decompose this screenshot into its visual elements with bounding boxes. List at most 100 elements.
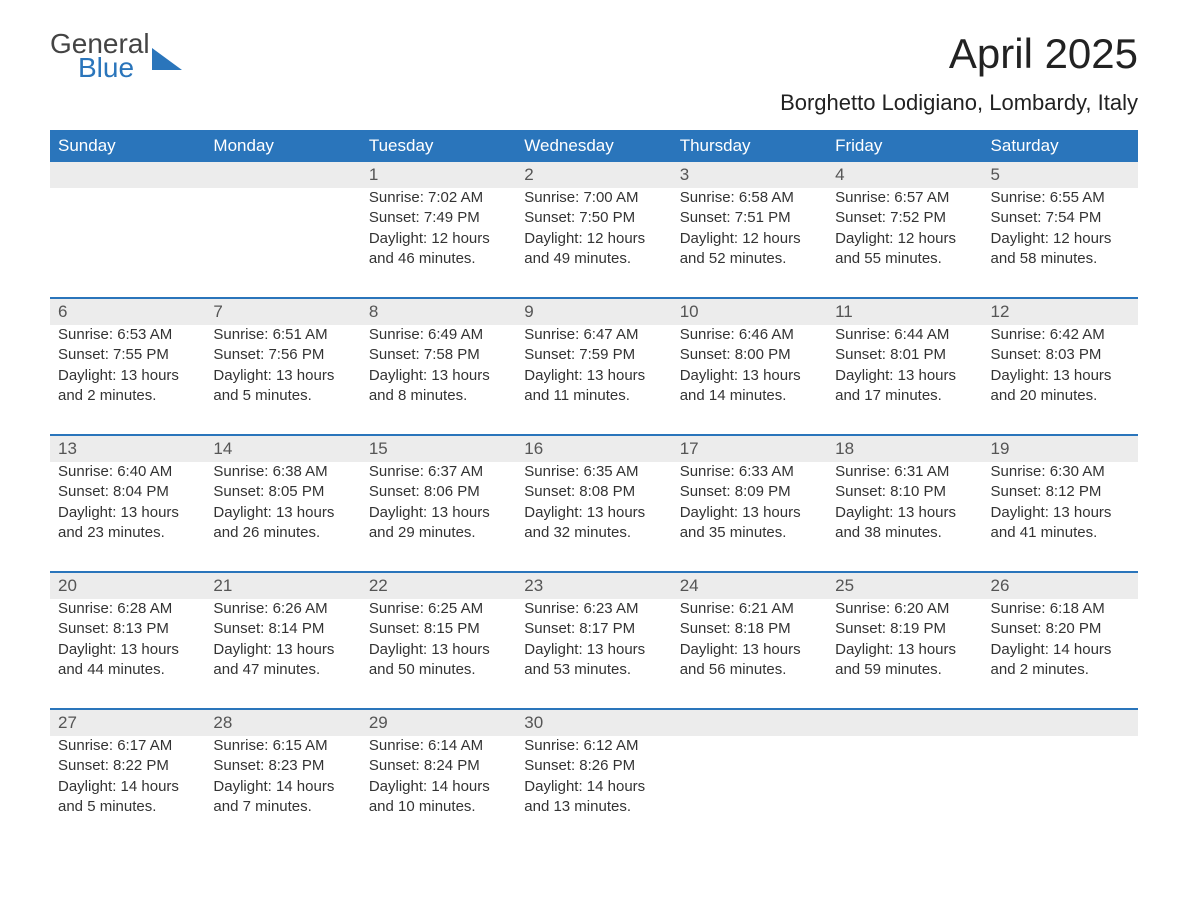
daylight-line-1: Daylight: 12 hours bbox=[991, 229, 1130, 249]
sunrise-line: Sunrise: 6:33 AM bbox=[680, 462, 819, 482]
sunrise-line: Sunrise: 6:58 AM bbox=[680, 188, 819, 208]
week-row: Sunrise: 6:28 AMSunset: 8:13 PM Daylight:… bbox=[50, 599, 1138, 709]
sunset-line: Sunset: 8:23 PM bbox=[213, 756, 352, 776]
daylight-line-1: Daylight: 13 hours bbox=[680, 503, 819, 523]
day-cell bbox=[50, 188, 205, 298]
weekday-header: Tuesday bbox=[361, 130, 516, 162]
daylight-line-1: Daylight: 12 hours bbox=[680, 229, 819, 249]
day-number: 30 bbox=[516, 709, 671, 736]
day-cell: Sunrise: 6:21 AMSunset: 8:18 PMDaylight:… bbox=[672, 599, 827, 709]
day-number: 20 bbox=[50, 572, 205, 599]
daylight-line-1: Daylight: 13 hours bbox=[524, 503, 663, 523]
day-cell: Sunrise: 6:23 AMSunset: 8:17 PMDaylight:… bbox=[516, 599, 671, 709]
weekday-header: Saturday bbox=[983, 130, 1138, 162]
day-number: 1 bbox=[361, 162, 516, 188]
week-row: Sunrise: 6:53 AMSunset: 7:55 PMDaylight:… bbox=[50, 325, 1138, 435]
sunrise-line: Sunrise: 6:55 AM bbox=[991, 188, 1130, 208]
daynum-row: 13141516171819 bbox=[50, 435, 1138, 462]
day-cell: Sunrise: 6:25 AMSunset: 8:15 PMDaylight:… bbox=[361, 599, 516, 709]
day-number: 10 bbox=[672, 298, 827, 325]
sunrise-line: Sunrise: 6:42 AM bbox=[991, 325, 1130, 345]
day-cell: Sunrise: 6:40 AMSunset: 8:04 PMDaylight:… bbox=[50, 462, 205, 572]
sunrise-line: Sunrise: 6:21 AM bbox=[680, 599, 819, 619]
sunrise-line: Sunrise: 6:25 AM bbox=[369, 599, 508, 619]
sunset-line: Sunset: 8:09 PM bbox=[680, 482, 819, 502]
daylight-line-2: and 47 minutes. bbox=[213, 660, 352, 680]
day-cell bbox=[827, 736, 982, 845]
daylight-line-2: and 50 minutes. bbox=[369, 660, 508, 680]
day-cell: Sunrise: 7:00 AMSunset: 7:50 PMDaylight:… bbox=[516, 188, 671, 298]
day-cell: Sunrise: 6:49 AMSunset: 7:58 PMDaylight:… bbox=[361, 325, 516, 435]
day-number: 18 bbox=[827, 435, 982, 462]
daynum-row: 20212223242526 bbox=[50, 572, 1138, 599]
daylight-line-1: Daylight: 13 hours bbox=[524, 366, 663, 386]
weekday-header: Wednesday bbox=[516, 130, 671, 162]
sunset-line: Sunset: 7:55 PM bbox=[58, 345, 197, 365]
day-number: 21 bbox=[205, 572, 360, 599]
daylight-line-1: Daylight: 12 hours bbox=[524, 229, 663, 249]
week-row: Sunrise: 6:17 AMSunset: 8:22 PMDaylight:… bbox=[50, 736, 1138, 845]
daynum-row: 12345 bbox=[50, 162, 1138, 188]
day-number: 27 bbox=[50, 709, 205, 736]
day-number: 24 bbox=[672, 572, 827, 599]
day-number: 16 bbox=[516, 435, 671, 462]
sunset-line: Sunset: 8:18 PM bbox=[680, 619, 819, 639]
day-cell: Sunrise: 6:12 AMSunset: 8:26 PMDaylight:… bbox=[516, 736, 671, 845]
day-cell: Sunrise: 6:35 AMSunset: 8:08 PMDaylight:… bbox=[516, 462, 671, 572]
sunset-line: Sunset: 8:03 PM bbox=[991, 345, 1130, 365]
day-number: 25 bbox=[827, 572, 982, 599]
sunrise-line: Sunrise: 6:30 AM bbox=[991, 462, 1130, 482]
daynum-row: 6789101112 bbox=[50, 298, 1138, 325]
daylight-line-1: Daylight: 13 hours bbox=[213, 503, 352, 523]
day-cell: Sunrise: 6:15 AMSunset: 8:23 PMDaylight:… bbox=[205, 736, 360, 845]
daylight-line-1: Daylight: 14 hours bbox=[524, 777, 663, 797]
sunrise-line: Sunrise: 6:28 AM bbox=[58, 599, 197, 619]
sunset-line: Sunset: 8:19 PM bbox=[835, 619, 974, 639]
daylight-line-1: Daylight: 13 hours bbox=[835, 366, 974, 386]
sunset-line: Sunset: 7:52 PM bbox=[835, 208, 974, 228]
daylight-line-1: Daylight: 13 hours bbox=[991, 366, 1130, 386]
sunset-line: Sunset: 8:00 PM bbox=[680, 345, 819, 365]
month-title: April 2025 bbox=[780, 30, 1138, 78]
daylight-line-2: and 55 minutes. bbox=[835, 249, 974, 269]
day-number: 28 bbox=[205, 709, 360, 736]
logo-line2: Blue bbox=[78, 54, 150, 82]
sunrise-line: Sunrise: 7:02 AM bbox=[369, 188, 508, 208]
daylight-line-1: Daylight: 13 hours bbox=[835, 640, 974, 660]
daylight-line-2: and 26 minutes. bbox=[213, 523, 352, 543]
sunrise-line: Sunrise: 6:49 AM bbox=[369, 325, 508, 345]
sunset-line: Sunset: 8:13 PM bbox=[58, 619, 197, 639]
day-number bbox=[50, 162, 205, 188]
daylight-line-2: and 17 minutes. bbox=[835, 386, 974, 406]
sunrise-line: Sunrise: 6:17 AM bbox=[58, 736, 197, 756]
weekday-header-row: Sunday Monday Tuesday Wednesday Thursday… bbox=[50, 130, 1138, 162]
day-number: 13 bbox=[50, 435, 205, 462]
daylight-line-2: and 23 minutes. bbox=[58, 523, 197, 543]
sunset-line: Sunset: 7:50 PM bbox=[524, 208, 663, 228]
day-number: 7 bbox=[205, 298, 360, 325]
sunset-line: Sunset: 7:49 PM bbox=[369, 208, 508, 228]
day-cell: Sunrise: 6:37 AMSunset: 8:06 PMDaylight:… bbox=[361, 462, 516, 572]
sunset-line: Sunset: 8:10 PM bbox=[835, 482, 974, 502]
daylight-line-2: and 5 minutes. bbox=[213, 386, 352, 406]
daylight-line-2: and 13 minutes. bbox=[524, 797, 663, 817]
day-number: 22 bbox=[361, 572, 516, 599]
sunset-line: Sunset: 8:05 PM bbox=[213, 482, 352, 502]
daylight-line-1: Daylight: 13 hours bbox=[835, 503, 974, 523]
sunset-line: Sunset: 8:15 PM bbox=[369, 619, 508, 639]
day-number: 2 bbox=[516, 162, 671, 188]
daylight-line-1: Daylight: 13 hours bbox=[369, 640, 508, 660]
sunrise-line: Sunrise: 6:35 AM bbox=[524, 462, 663, 482]
sunrise-line: Sunrise: 6:37 AM bbox=[369, 462, 508, 482]
daylight-line-2: and 41 minutes. bbox=[991, 523, 1130, 543]
weekday-header: Friday bbox=[827, 130, 982, 162]
sunrise-line: Sunrise: 6:57 AM bbox=[835, 188, 974, 208]
daylight-line-2: and 8 minutes. bbox=[369, 386, 508, 406]
location: Borghetto Lodigiano, Lombardy, Italy bbox=[780, 90, 1138, 116]
daylight-line-2: and 49 minutes. bbox=[524, 249, 663, 269]
sunrise-line: Sunrise: 6:46 AM bbox=[680, 325, 819, 345]
sunset-line: Sunset: 8:20 PM bbox=[991, 619, 1130, 639]
daylight-line-1: Daylight: 13 hours bbox=[680, 366, 819, 386]
daylight-line-2: and 35 minutes. bbox=[680, 523, 819, 543]
weekday-header: Sunday bbox=[50, 130, 205, 162]
